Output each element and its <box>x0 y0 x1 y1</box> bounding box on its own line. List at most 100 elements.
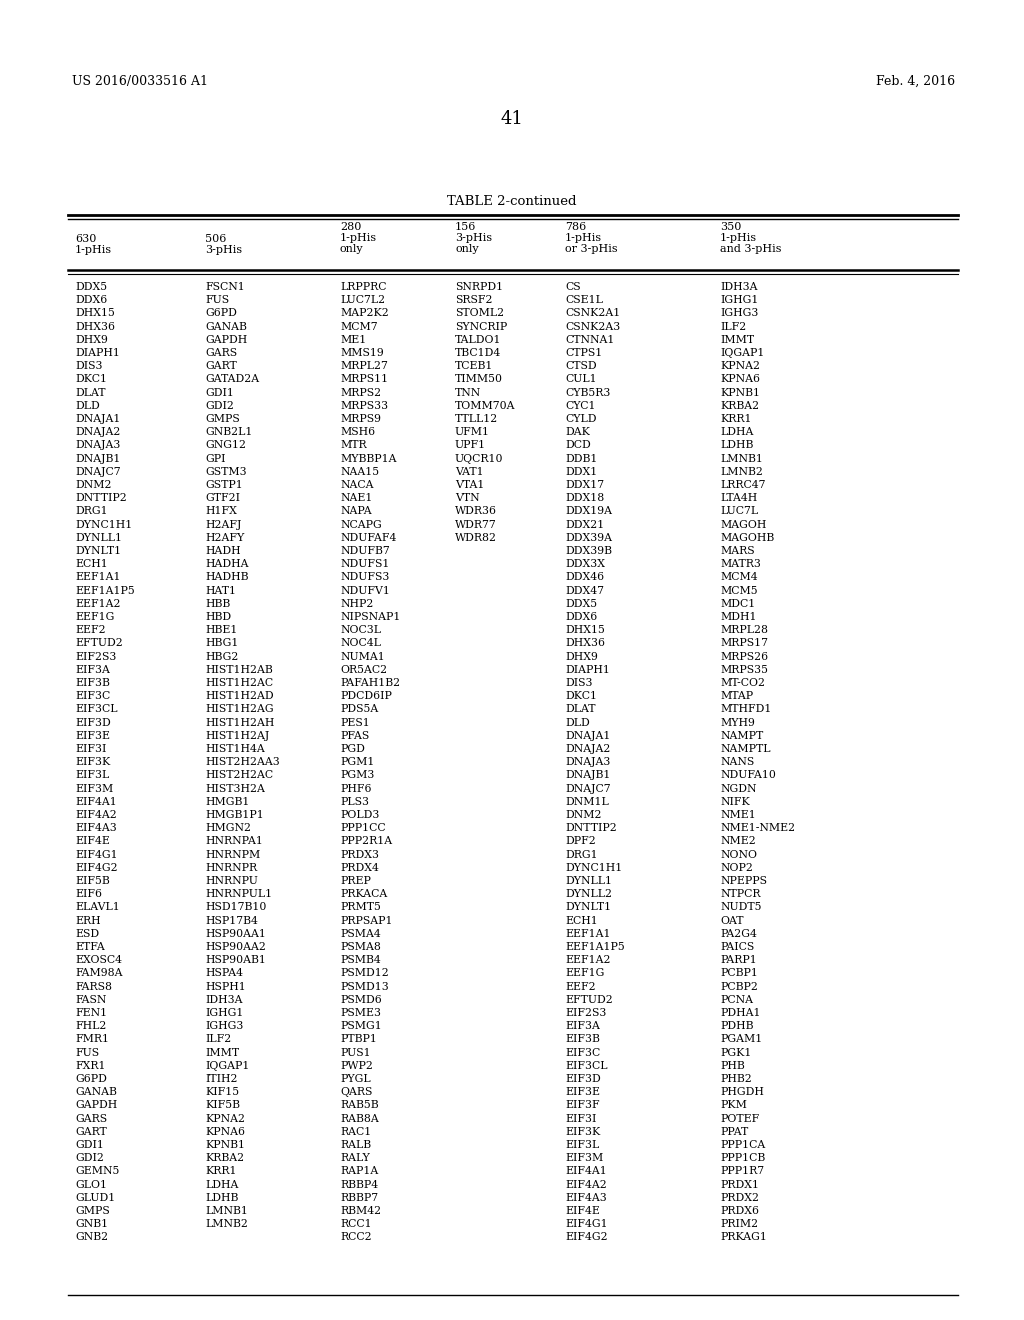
Text: only: only <box>455 244 478 253</box>
Text: HMGN2: HMGN2 <box>205 824 251 833</box>
Text: TIMM50: TIMM50 <box>455 375 503 384</box>
Text: EEF1A1P5: EEF1A1P5 <box>75 586 135 595</box>
Text: NAMPT: NAMPT <box>720 731 763 741</box>
Text: PYGL: PYGL <box>340 1074 371 1084</box>
Text: HSPH1: HSPH1 <box>205 982 246 991</box>
Text: OR5AC2: OR5AC2 <box>340 665 387 675</box>
Text: CSNK2A1: CSNK2A1 <box>565 309 621 318</box>
Text: HIST2H2AA3: HIST2H2AA3 <box>205 758 280 767</box>
Text: FMR1: FMR1 <box>75 1035 109 1044</box>
Text: TTLL12: TTLL12 <box>455 414 499 424</box>
Text: UPF1: UPF1 <box>455 441 486 450</box>
Text: GDI2: GDI2 <box>75 1154 103 1163</box>
Text: HBE1: HBE1 <box>205 626 238 635</box>
Text: NTPCR: NTPCR <box>720 890 761 899</box>
Text: EIF3CL: EIF3CL <box>565 1061 607 1071</box>
Text: EIF3E: EIF3E <box>565 1088 600 1097</box>
Text: PRKACA: PRKACA <box>340 890 387 899</box>
Text: PA2G4: PA2G4 <box>720 929 757 939</box>
Text: DYNC1H1: DYNC1H1 <box>565 863 623 873</box>
Text: EEF1G: EEF1G <box>75 612 115 622</box>
Text: MYBBP1A: MYBBP1A <box>340 454 396 463</box>
Text: 506: 506 <box>205 234 226 244</box>
Text: GDI2: GDI2 <box>205 401 233 411</box>
Text: MCM4: MCM4 <box>720 573 758 582</box>
Text: DNM2: DNM2 <box>75 480 112 490</box>
Text: VTA1: VTA1 <box>455 480 484 490</box>
Text: QARS: QARS <box>340 1088 373 1097</box>
Text: MDH1: MDH1 <box>720 612 757 622</box>
Text: G6PD: G6PD <box>205 309 237 318</box>
Text: GANAB: GANAB <box>205 322 247 331</box>
Text: EEF1A2: EEF1A2 <box>75 599 121 609</box>
Text: DIS3: DIS3 <box>75 362 102 371</box>
Text: HIST2H2AC: HIST2H2AC <box>205 771 273 780</box>
Text: IDH3A: IDH3A <box>720 282 758 292</box>
Text: PSME3: PSME3 <box>340 1008 381 1018</box>
Text: HIST1H2AD: HIST1H2AD <box>205 692 273 701</box>
Text: GSTP1: GSTP1 <box>205 480 243 490</box>
Text: PHB: PHB <box>720 1061 744 1071</box>
Text: NAA15: NAA15 <box>340 467 379 477</box>
Text: EIF3I: EIF3I <box>75 744 106 754</box>
Text: DNAJA2: DNAJA2 <box>565 744 610 754</box>
Text: ILF2: ILF2 <box>720 322 746 331</box>
Text: NAPA: NAPA <box>340 507 372 516</box>
Text: DIS3: DIS3 <box>565 678 593 688</box>
Text: MRPL27: MRPL27 <box>340 362 388 371</box>
Text: KPNA6: KPNA6 <box>205 1127 245 1137</box>
Text: HIST3H2A: HIST3H2A <box>205 784 265 793</box>
Text: KPNB1: KPNB1 <box>720 388 760 397</box>
Text: PHGDH: PHGDH <box>720 1088 764 1097</box>
Text: EEF1A1: EEF1A1 <box>75 573 121 582</box>
Text: DDX6: DDX6 <box>565 612 597 622</box>
Text: GANAB: GANAB <box>75 1088 117 1097</box>
Text: 1-pHis: 1-pHis <box>720 234 757 243</box>
Text: PHF6: PHF6 <box>340 784 372 793</box>
Text: NDUFS3: NDUFS3 <box>340 573 389 582</box>
Text: PWP2: PWP2 <box>340 1061 373 1071</box>
Text: GEMN5: GEMN5 <box>75 1167 120 1176</box>
Text: DYNLT1: DYNLT1 <box>565 903 611 912</box>
Text: DLD: DLD <box>565 718 590 727</box>
Text: NOC3L: NOC3L <box>340 626 381 635</box>
Text: NDUFB7: NDUFB7 <box>340 546 390 556</box>
Text: DYNC1H1: DYNC1H1 <box>75 520 132 529</box>
Text: MCM7: MCM7 <box>340 322 378 331</box>
Text: DDX5: DDX5 <box>565 599 597 609</box>
Text: NOP2: NOP2 <box>720 863 753 873</box>
Text: HIST1H2AB: HIST1H2AB <box>205 665 272 675</box>
Text: LRRC47: LRRC47 <box>720 480 766 490</box>
Text: NOC4L: NOC4L <box>340 639 381 648</box>
Text: NME1-NME2: NME1-NME2 <box>720 824 795 833</box>
Text: KPNA2: KPNA2 <box>720 362 760 371</box>
Text: EIF3K: EIF3K <box>565 1127 600 1137</box>
Text: NUDT5: NUDT5 <box>720 903 762 912</box>
Text: NME1: NME1 <box>720 810 756 820</box>
Text: LMNB2: LMNB2 <box>720 467 763 477</box>
Text: EIF2S3: EIF2S3 <box>75 652 117 661</box>
Text: HIST1H2AJ: HIST1H2AJ <box>205 731 269 741</box>
Text: PCBP1: PCBP1 <box>720 969 758 978</box>
Text: ME1: ME1 <box>340 335 367 345</box>
Text: NME2: NME2 <box>720 837 756 846</box>
Text: 3-pHis: 3-pHis <box>455 234 493 243</box>
Text: EEF1A1P5: EEF1A1P5 <box>565 942 625 952</box>
Text: ERH: ERH <box>75 916 100 925</box>
Text: UQCR10: UQCR10 <box>455 454 504 463</box>
Text: MRPS26: MRPS26 <box>720 652 768 661</box>
Text: OAT: OAT <box>720 916 743 925</box>
Text: ECH1: ECH1 <box>75 560 108 569</box>
Text: EIF3K: EIF3K <box>75 758 111 767</box>
Text: POTEF: POTEF <box>720 1114 759 1123</box>
Text: TNN: TNN <box>455 388 481 397</box>
Text: EEF2: EEF2 <box>75 626 105 635</box>
Text: MRPS17: MRPS17 <box>720 639 768 648</box>
Text: SNRPD1: SNRPD1 <box>455 282 503 292</box>
Text: GAPDH: GAPDH <box>205 335 247 345</box>
Text: EIF4G1: EIF4G1 <box>565 1220 607 1229</box>
Text: KRR1: KRR1 <box>205 1167 237 1176</box>
Text: PCBP2: PCBP2 <box>720 982 758 991</box>
Text: POLD3: POLD3 <box>340 810 379 820</box>
Text: PGM3: PGM3 <box>340 771 375 780</box>
